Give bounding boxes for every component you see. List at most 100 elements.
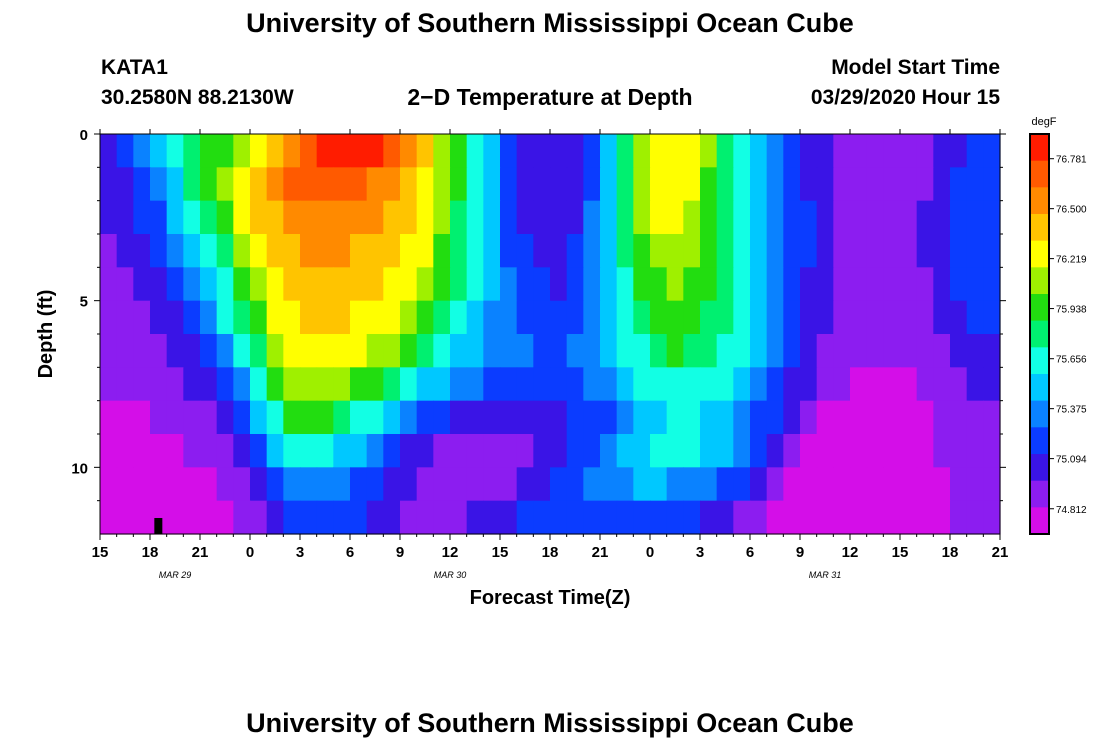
model-start-value: 03/29/2020 Hour 15 <box>810 86 1000 109</box>
heatmap-cell <box>283 434 301 468</box>
heatmap-cell <box>933 167 951 202</box>
heatmap-cell <box>183 334 201 368</box>
heatmap-cell <box>466 300 484 335</box>
heatmap-cell <box>633 467 651 502</box>
heatmap-cell <box>533 167 551 202</box>
heatmap-cell <box>766 467 784 502</box>
heatmap-cell <box>433 500 451 535</box>
x-tick-label: 12 <box>442 544 459 561</box>
heatmap-cell <box>516 500 534 535</box>
heatmap-cell <box>500 167 518 202</box>
heatmap-cell <box>383 434 401 468</box>
heatmap-cell <box>550 400 568 435</box>
heatmap-cell <box>383 334 401 368</box>
heatmap-cell <box>600 267 618 302</box>
heatmap-cell <box>200 234 218 268</box>
heatmap-cell <box>800 200 818 235</box>
heatmap-cell <box>833 367 851 402</box>
heatmap-cell <box>566 167 584 202</box>
heatmap-cell <box>166 267 184 302</box>
heatmap-cell <box>716 400 734 435</box>
heatmap-cell <box>200 167 218 202</box>
heatmap-cell <box>533 434 551 468</box>
heatmap-cell <box>700 334 718 368</box>
heatmap-cell <box>166 334 184 368</box>
heatmap-cell <box>883 334 901 368</box>
heatmap-cell <box>666 334 684 368</box>
heatmap-cell <box>350 434 368 468</box>
x-tick-label: 6 <box>346 544 354 561</box>
heatmap-cell <box>566 234 584 268</box>
heatmap-cell <box>116 400 134 435</box>
heatmap-cell <box>783 467 801 502</box>
heatmap-cell <box>650 334 668 368</box>
heatmap-cell <box>116 234 134 268</box>
heatmap-cell <box>583 134 601 168</box>
heatmap-cell <box>833 400 851 435</box>
heatmap-cell <box>233 467 251 502</box>
heatmap-cell <box>416 234 434 268</box>
heatmap-cell <box>666 400 684 435</box>
heatmap-cell <box>916 134 934 168</box>
heatmap-cell <box>466 367 484 402</box>
heatmap-cell <box>233 134 251 168</box>
heatmap-cell <box>650 500 668 535</box>
heatmap-cell <box>183 300 201 335</box>
heatmap-cell <box>183 400 201 435</box>
heatmap-cell <box>483 167 501 202</box>
heatmap-cell <box>266 167 284 202</box>
heatmap-cell <box>966 167 984 202</box>
heatmap-cell <box>550 334 568 368</box>
heatmap-cell <box>616 367 634 402</box>
heatmap-cell <box>166 434 184 468</box>
heatmap-cell <box>850 500 868 535</box>
chart-subtitle: 2−D Temperature at Depth <box>407 84 693 110</box>
heatmap-cell <box>283 300 301 335</box>
heatmap-cell <box>550 500 568 535</box>
heatmap-cell <box>933 134 951 168</box>
heatmap-cell <box>600 367 618 402</box>
heatmap-cell <box>250 367 268 402</box>
heatmap-cell <box>216 400 234 435</box>
heatmap-cell <box>750 234 768 268</box>
heatmap-cell <box>700 300 718 335</box>
heatmap-cell <box>133 234 151 268</box>
heatmap-cell <box>950 434 968 468</box>
heatmap-cell <box>450 134 468 168</box>
heatmap-cell <box>416 167 434 202</box>
heatmap-cell <box>283 367 301 402</box>
heatmap-cell <box>983 267 1001 302</box>
heatmap-cell <box>700 500 718 535</box>
heatmap-cell <box>933 367 951 402</box>
heatmap-cell <box>583 234 601 268</box>
heatmap-cell <box>450 434 468 468</box>
heatmap-cell <box>250 467 268 502</box>
heatmap-cell <box>966 267 984 302</box>
heatmap-cell <box>150 367 168 402</box>
heatmap-cell <box>950 134 968 168</box>
heatmap-cell <box>250 267 268 302</box>
heatmap-cell <box>816 267 834 302</box>
x-tick-label: 15 <box>492 544 509 561</box>
heatmap-cell <box>383 167 401 202</box>
heatmap-cell <box>833 434 851 468</box>
heatmap-cell <box>300 434 318 468</box>
heatmap-cell <box>866 434 884 468</box>
heatmap-cell <box>833 334 851 368</box>
y-tick-label: 10 <box>71 460 88 477</box>
heatmap-cell <box>850 267 868 302</box>
heatmap-cell <box>266 267 284 302</box>
heatmap-cell <box>950 334 968 368</box>
heatmap-cell <box>333 134 351 168</box>
heatmap-cell <box>966 467 984 502</box>
heatmap-cell <box>266 300 284 335</box>
heatmap-cell <box>983 367 1001 402</box>
heatmap-cell <box>500 267 518 302</box>
heatmap-cell <box>916 367 934 402</box>
heatmap-cell <box>966 300 984 335</box>
heatmap-cell <box>650 134 668 168</box>
heatmap-cell <box>766 134 784 168</box>
heatmap-cell <box>383 500 401 535</box>
heatmap-cell <box>100 467 118 502</box>
heatmap-cell <box>850 367 868 402</box>
